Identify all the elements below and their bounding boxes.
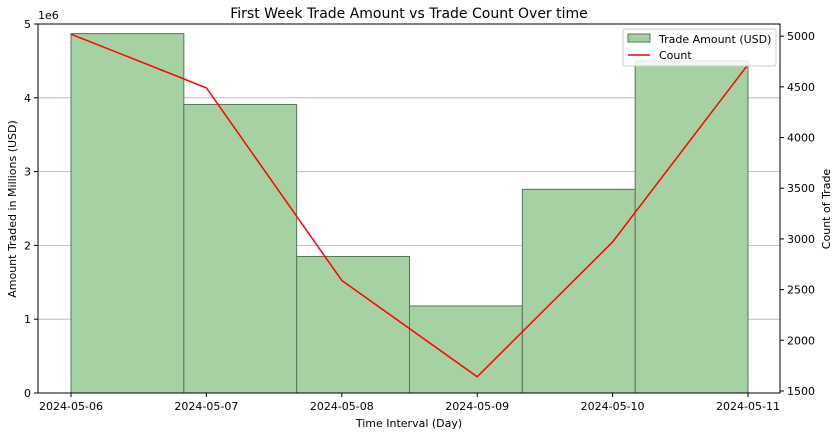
- x-axis-label: Time Interval (Day): [355, 417, 462, 430]
- legend-box: [622, 28, 777, 67]
- y-tick-label: 4: [24, 92, 31, 105]
- y2-tick-label: 1500: [787, 385, 815, 398]
- x-tick-label: 2024-05-10: [581, 400, 645, 413]
- line-series: [70, 33, 749, 378]
- y-tick-label: 0: [24, 387, 31, 400]
- y-axis-label: Amount Traded in Millions (USD): [6, 120, 19, 298]
- x-axis: 2024-05-06 2024-05-07 2024-05-08 2024-05-09…: [39, 393, 780, 413]
- bar: [183, 103, 298, 394]
- y2-tick-label: 4000: [787, 132, 815, 145]
- y2-tick-label: 2500: [787, 284, 815, 297]
- legend-label-count: Count: [659, 49, 692, 62]
- bar: [521, 188, 636, 394]
- y2-tick-label: 2000: [787, 334, 815, 347]
- y2-tick-label: 3500: [787, 182, 815, 195]
- legend-label-trade-amount: Trade Amount (USD): [658, 33, 771, 46]
- y-tick-label: 3: [24, 166, 31, 179]
- bar-series: [70, 33, 749, 394]
- y-axis-right: 1500 2000 2500 3000 3500 4000 4500 5000: [780, 30, 815, 398]
- y2-axis-label: Count of Trade: [820, 169, 833, 250]
- y-tick-label: 5: [24, 18, 31, 31]
- bar: [70, 33, 185, 394]
- x-tick-label: 2024-05-07: [174, 400, 238, 413]
- y-tick-label: 1: [24, 313, 31, 326]
- plot-frame: [37, 23, 781, 394]
- y2-tick-label: 5000: [787, 30, 815, 43]
- y2-tick-label: 4500: [787, 81, 815, 94]
- chart-title: First Week Trade Amount vs Trade Count O…: [230, 6, 588, 22]
- x-tick-label: 2024-05-08: [310, 400, 374, 413]
- count-line: [70, 33, 749, 378]
- legend-swatch-trade-amount: [627, 33, 651, 43]
- y-tick-label: 2: [24, 239, 31, 252]
- y-axis-offset-label: 1e6: [38, 9, 59, 22]
- x-tick-label: 2024-05-11: [716, 400, 780, 413]
- x-tick-label: 2024-05-06: [39, 400, 103, 413]
- bar: [634, 60, 749, 394]
- y-axis-left: 0 1 2 3 4 5: [24, 18, 38, 400]
- legend: Trade Amount (USD) Count: [622, 28, 777, 67]
- bar: [296, 255, 410, 394]
- x-tick-label: 2024-05-09: [445, 400, 509, 413]
- y2-tick-label: 3000: [787, 233, 815, 246]
